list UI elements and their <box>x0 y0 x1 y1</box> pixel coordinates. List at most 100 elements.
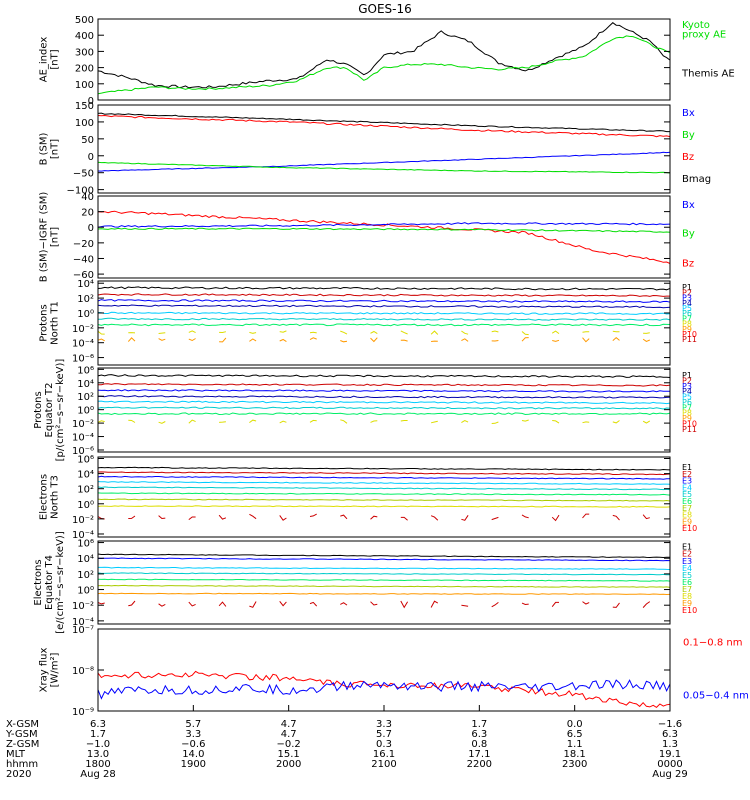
series-line-3-1 <box>97 210 671 264</box>
series-label: Bmag <box>682 174 711 185</box>
series-line-4-7 <box>97 323 671 327</box>
x-row-value: −0.6 <box>181 739 205 750</box>
y-axis-label: [nT] <box>50 49 61 69</box>
series-label: By <box>682 130 695 141</box>
y-axis-label: Electrons <box>33 559 44 605</box>
series-label: E6 <box>682 578 692 587</box>
y-axis-label: [W/m²] <box>50 652 61 687</box>
y-axis-label: AE_index <box>39 37 50 83</box>
series-line-2-4 <box>97 161 671 174</box>
series-line-4-3 <box>97 299 671 303</box>
x-row-value: 6.3 <box>662 729 678 740</box>
series-label: 0.05−0.4 nm <box>683 691 749 702</box>
series-line-7-4 <box>97 572 670 576</box>
y-axis-label: [nT] <box>50 227 61 247</box>
y-tick-label: 500 <box>75 15 94 26</box>
panel-frame <box>97 367 671 453</box>
panel-7: 10⁻⁴ 10⁻² 10⁰ 10² 10⁴ 10⁶ Electrons Equator T4[… <box>33 531 697 634</box>
y-tick-label: 0 <box>88 223 94 234</box>
x-row-value: Aug 28 <box>80 769 115 780</box>
x-row-value: 15.1 <box>278 749 300 760</box>
series-line-3-3 <box>97 227 671 233</box>
x-row-name: Z-GSM <box>6 739 39 750</box>
x-row-value: 0000 <box>657 759 682 770</box>
series-line-4-2 <box>97 293 670 297</box>
y-tick-label: 10⁶ <box>77 539 94 550</box>
series-label: Bx <box>682 108 695 119</box>
series-line-7-1 <box>97 553 670 559</box>
series-line-5-6 <box>97 406 671 410</box>
panel-frame <box>97 456 671 538</box>
series-label: E8 <box>682 592 692 601</box>
series-label: Kyoto <box>682 20 710 31</box>
y-tick-label: 10⁴ <box>77 379 94 390</box>
series-label: P2 <box>682 288 692 297</box>
x-row-value: 1900 <box>181 759 206 770</box>
y-tick-label: 10⁻⁸ <box>72 666 94 677</box>
x-row-value: 19.1 <box>659 749 681 760</box>
y-tick-label: 10⁰ <box>77 406 94 417</box>
y-tick-label: 10⁻⁶ <box>72 446 94 457</box>
series-label: E4 <box>682 564 692 573</box>
y-tick-label: 10⁻⁹ <box>72 707 94 718</box>
x-row-value: −0.2 <box>277 739 301 750</box>
series-label: Bz <box>682 152 694 163</box>
x-row-value: 14.0 <box>182 749 204 760</box>
y-tick-label: 10⁻² <box>72 515 94 526</box>
series-line-7-7 <box>97 592 671 596</box>
x-row-value: 16.1 <box>373 749 395 760</box>
series-line-5-8 <box>97 419 651 424</box>
x-row-value: 6.3 <box>471 729 487 740</box>
series-line-4-6 <box>98 317 671 321</box>
panel-frame <box>97 628 671 712</box>
y-tick-label: 10² <box>77 294 94 305</box>
y-tick-label: 400 <box>75 31 94 42</box>
x-row-value: Aug 29 <box>652 769 687 780</box>
series-line-5-4 <box>97 395 671 399</box>
x-row-value: 1.3 <box>662 739 678 750</box>
series-label: P8 <box>682 320 692 329</box>
series-label: P1 <box>682 371 692 380</box>
series-line-1-2 <box>97 35 671 95</box>
y-axis-label: [nT] <box>50 139 61 159</box>
panel-5: 10⁻⁶ 10⁻⁴ 10⁻² 10⁰ 10² 10⁴ 10⁶ Protons Equator T… <box>33 359 697 462</box>
y-axis-label: [e/(cm²−s−sr−keV)] <box>55 531 66 634</box>
y-tick-label: 100 <box>75 80 94 91</box>
panel-4: 10⁻⁶ 10⁻⁴ 10⁻² 10⁰ 10² 10⁴ Protons North T1 P1P2… <box>39 279 697 366</box>
series-label: P10 <box>682 330 697 339</box>
y-tick-label: 10⁻² <box>72 419 94 430</box>
y-tick-label: 10⁰ <box>77 500 94 511</box>
series-line-8-1 <box>97 670 671 709</box>
x-row-name: hhmm <box>6 759 38 770</box>
series-label: By <box>682 229 695 240</box>
series-line-6-2 <box>97 471 671 476</box>
series-line-4-5 <box>97 311 671 315</box>
series-label: E2 <box>682 470 692 479</box>
x-row-value: −1.0 <box>86 739 110 750</box>
y-tick-label: 10⁻² <box>72 601 94 612</box>
series-label: Themis AE <box>681 68 735 79</box>
series-label: P1 <box>682 283 692 292</box>
series-line-5-3 <box>97 389 671 393</box>
series-label: P8 <box>682 409 692 418</box>
series-line-2-1 <box>97 112 670 133</box>
y-tick-label: 40 <box>81 192 94 203</box>
series-label: P11 <box>682 335 697 344</box>
panel-frame <box>97 104 671 194</box>
y-tick-label: 10⁻² <box>72 324 94 335</box>
series-label: E7 <box>682 504 692 513</box>
series-label: P5 <box>682 393 692 402</box>
y-axis-label: Xray flux <box>39 648 50 693</box>
x-row-value: 1.7 <box>471 719 487 730</box>
series-line-6-3 <box>97 475 670 480</box>
panel-2: −100 −50 0 50 100 150 B (SM) [nT] Bx By Bz Bmag <box>39 101 712 197</box>
series-label: Bz <box>682 258 694 269</box>
x-row-value: 1800 <box>85 759 110 770</box>
series-line-5-7 <box>97 412 671 416</box>
y-tick-label: −40 <box>73 254 94 265</box>
x-row-name: 2020 <box>6 769 31 780</box>
series-label: E3 <box>682 477 692 486</box>
series-line-4-4 <box>97 304 671 309</box>
series-label: P3 <box>682 382 692 391</box>
